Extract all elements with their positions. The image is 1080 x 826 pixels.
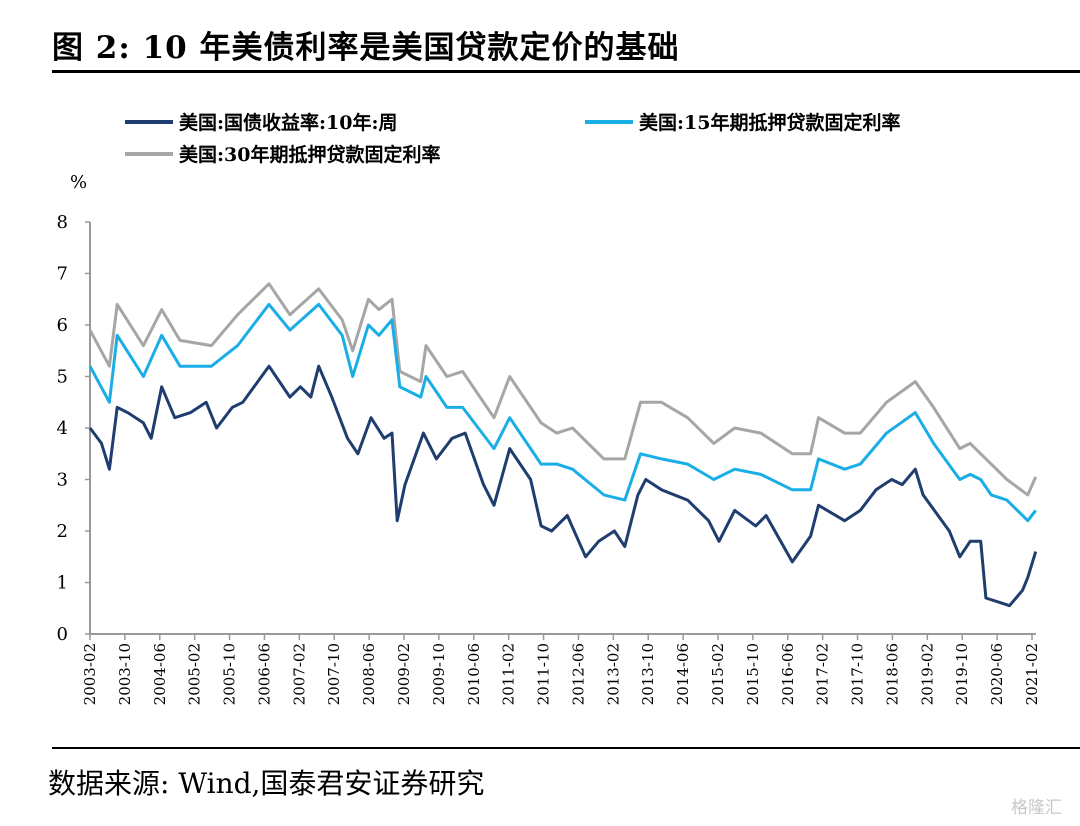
legend-item-10y: 美国:国债收益率:10年:周	[125, 108, 397, 135]
legend-item-30y: 美国:30年期抵押贷款固定利率	[125, 140, 440, 167]
legend-label: 美国:15年期抵押贷款固定利率	[639, 112, 901, 134]
x-tick-label: 2007-10	[325, 643, 343, 705]
x-tick-label: 2011-02	[500, 643, 518, 705]
x-tick-label: 2019-10	[953, 643, 971, 705]
y-tick-label: 8	[57, 212, 68, 233]
x-tick-label: 2018-06	[883, 643, 901, 705]
x-tick-label: 2010-06	[465, 643, 483, 705]
y-tick-label: 3	[57, 470, 68, 491]
x-tick-label: 2020-06	[988, 643, 1006, 705]
watermark: 格隆汇	[1011, 798, 1062, 818]
y-tick-label: 4	[57, 418, 68, 439]
x-tick-label: 2009-02	[395, 643, 413, 705]
x-tick-label: 2012-06	[569, 643, 587, 705]
x-tick-label: 2015-10	[744, 643, 762, 705]
x-tick-label: 2021-02	[1023, 643, 1041, 705]
legend-item-15y: 美国:15年期抵押贷款固定利率	[585, 108, 900, 135]
x-tick-label: 2017-02	[814, 643, 832, 705]
x-tick-label: 2016-06	[779, 643, 797, 705]
y-tick-label: 7	[57, 264, 68, 285]
x-tick-label: 2003-02	[81, 643, 99, 705]
x-tick-label: 2005-10	[221, 643, 239, 705]
x-tick-label: 2006-06	[255, 643, 273, 705]
legend-swatch	[585, 119, 633, 124]
x-tick-label: 2014-06	[674, 643, 692, 705]
figure-title: 图 2: 10 年美债利率是美国贷款定价的基础	[52, 30, 680, 66]
series-line-1	[88, 302, 1037, 523]
y-tick-label: 0	[57, 624, 68, 645]
x-tick-label: 2007-02	[290, 643, 308, 705]
x-tick-label: 2008-06	[360, 643, 378, 705]
x-tick-label: 2013-02	[604, 643, 622, 705]
y-tick-label: 5	[57, 367, 68, 388]
title-divider	[52, 70, 1080, 73]
x-tick-label: 2003-10	[116, 643, 134, 705]
x-tick-label: 2009-10	[430, 643, 448, 705]
x-tick-label: 2017-10	[849, 643, 867, 705]
series-line-0	[88, 364, 1038, 608]
legend-swatch	[125, 151, 173, 156]
y-tick-label: 2	[57, 521, 68, 542]
x-tick-label: 2004-06	[151, 643, 169, 705]
source-divider	[52, 747, 1080, 749]
x-tick-label: 2019-02	[918, 643, 936, 705]
source-note: 数据来源: Wind,国泰君安证券研究	[48, 767, 485, 800]
legend-label: 美国:30年期抵押贷款固定利率	[179, 144, 441, 166]
x-tick-label: 2011-10	[535, 643, 553, 705]
x-tick-label: 2015-02	[709, 643, 727, 705]
series-line-2	[88, 282, 1038, 497]
y-tick-label: 6	[57, 315, 68, 336]
x-tick-label: 2005-02	[186, 643, 204, 705]
legend-label: 美国:国债收益率:10年:周	[179, 112, 398, 134]
y-tick-label: 1	[57, 573, 68, 594]
y-axis-label: %	[70, 172, 87, 193]
x-tick-label: 2013-10	[639, 643, 657, 705]
legend-swatch	[125, 119, 173, 124]
